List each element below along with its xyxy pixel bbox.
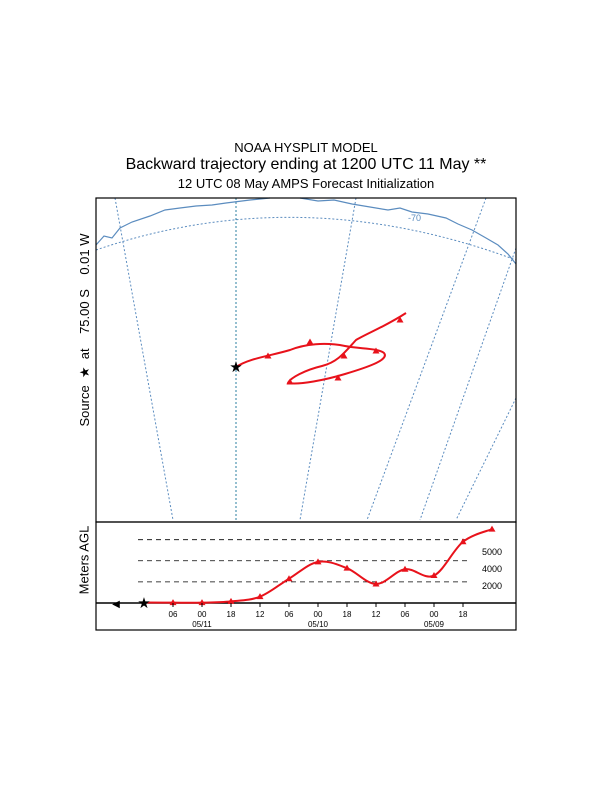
title-line3: 12 UTC 08 May AMPS Forecast Initializati… [177, 176, 435, 191]
trajectory-marker [264, 352, 272, 359]
meridian-line [419, 247, 517, 521]
height-series-line [143, 528, 493, 604]
y-tick-label: 4000 [482, 564, 502, 574]
source-star-icon: ★ [229, 358, 242, 376]
x-tick-label: 12 [256, 610, 265, 619]
height-marker [227, 597, 235, 604]
x-tick-label: 18 [343, 610, 352, 619]
x-tick-label: 12 [372, 610, 381, 619]
arrow-left-icon: ◀ [112, 599, 120, 610]
map-frame [95, 197, 517, 523]
x-date-label: 05/11 [192, 620, 212, 629]
title-line1: NOAA HYSPLIT MODEL [234, 140, 378, 155]
x-tick-label: 00 [198, 610, 207, 619]
trajectory-marker [306, 338, 314, 345]
latitude-line [95, 216, 517, 261]
meridian-line [366, 197, 487, 521]
height-marker [256, 593, 264, 600]
title-line2: Backward trajectory ending at 1200 UTC 1… [125, 156, 487, 173]
height-marker [430, 572, 438, 579]
x-tick-label: 18 [459, 610, 468, 619]
x-tick-label: 06 [285, 610, 294, 619]
height-marker [198, 599, 206, 606]
x-tick-label: 06 [401, 610, 410, 619]
meridian-line [299, 197, 357, 521]
trajectory-path [235, 312, 407, 385]
x-tick-label: 06 [169, 610, 178, 619]
height-marker [401, 565, 409, 572]
x-date-label: 05/10 [308, 620, 329, 629]
x-date-label: 05/09 [424, 620, 445, 629]
trajectory-marker [286, 378, 294, 385]
trajectory-marker [396, 316, 404, 323]
x-tick-labels: 06 00 18 12 06 00 18 12 06 00 18 [169, 603, 468, 619]
coastline [95, 197, 271, 246]
height-marker [372, 580, 380, 587]
height-tick-labels: 2000 4000 5000 [482, 547, 502, 591]
x-date-labels: 05/11 05/10 05/09 [192, 620, 444, 629]
meridian-line [114, 197, 174, 521]
trajectory-marker [334, 374, 342, 381]
height-marker [314, 558, 322, 565]
trajectory-marker [372, 347, 380, 354]
height-frame [95, 521, 517, 631]
trajectory-markers [264, 316, 404, 385]
y-tick-label: 5000 [482, 547, 502, 557]
height-panel: 2000 4000 5000 06 00 18 12 06 00 18 12 06 00 18 05/1… [95, 521, 517, 631]
height-marker [459, 538, 467, 545]
trajectory-marker [340, 352, 348, 359]
height-marker [285, 575, 293, 582]
coastline [299, 197, 517, 265]
map-grid-label: -70 [408, 213, 421, 223]
height-marker [488, 525, 496, 532]
height-marker [169, 599, 177, 606]
x-tick-label: 00 [430, 610, 439, 619]
height-gridlines [138, 539, 470, 583]
x-tick-label: 00 [314, 610, 323, 619]
y-tick-label: 2000 [482, 581, 502, 591]
meridian-line [455, 397, 517, 521]
map-panel: -70 ★ [95, 197, 517, 523]
height-markers [169, 525, 496, 606]
map-grid-lines [95, 197, 517, 521]
height-marker [343, 564, 351, 571]
x-tick-label: 18 [227, 610, 236, 619]
source-star-icon: ★ [137, 594, 150, 612]
